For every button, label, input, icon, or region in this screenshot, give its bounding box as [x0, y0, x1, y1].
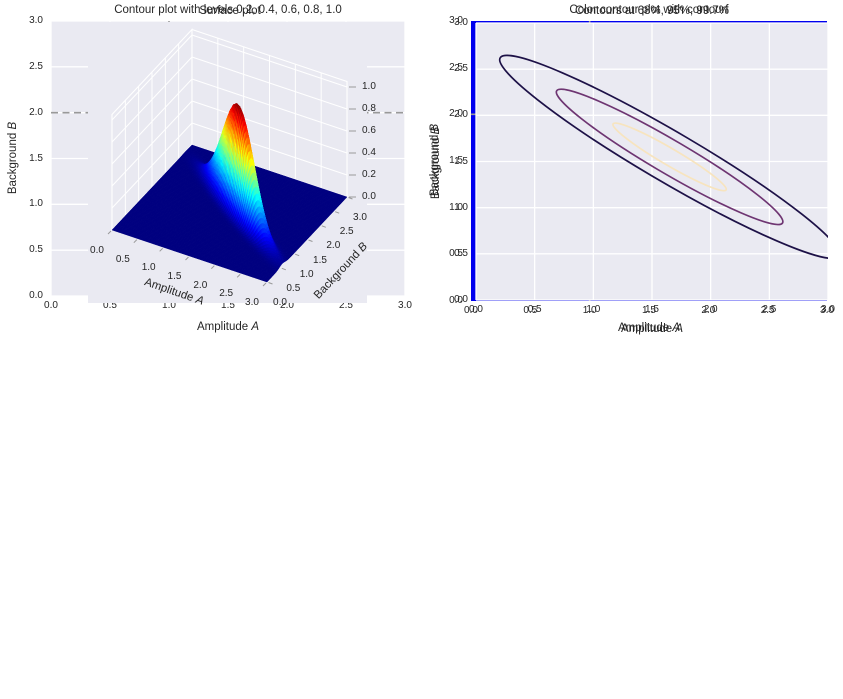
x-tick-label-3d: 2.5: [219, 288, 234, 300]
x-axis-label-text: Amplitude: [617, 322, 670, 334]
y-tick-label: 1.5: [449, 155, 463, 166]
y-tick-label-3d: 2.5: [339, 226, 354, 238]
subplot-title: Surface plot: [199, 5, 261, 17]
x-tick-label: 1.0: [586, 304, 601, 315]
y-axis-label-variable: B: [430, 126, 442, 135]
y-tick-label: 2.5: [449, 61, 463, 73]
y-tick-label: 0.0: [454, 294, 468, 305]
y-tick-label: 3.0: [449, 15, 463, 26]
x-tick-label-3d: 1.5: [167, 271, 182, 282]
x-tick-label: 2.0: [701, 305, 716, 316]
x-tick-label: 2.5: [762, 304, 777, 315]
y-tick-label: 1.5: [454, 155, 468, 167]
y-tick-label: 0.0: [449, 295, 463, 306]
subplot-title: Contours at 68%, 95%, 99.7%: [574, 5, 730, 17]
z-tick-label-3d: 0.2: [362, 169, 376, 180]
subplot-sigma-contours: Contours at 68%, 95%, 99.7% Amplitude A …: [421, 0, 843, 349]
y-tick-label-3d: 0.5: [286, 282, 301, 294]
y-axis-label-text: Background: [430, 137, 442, 200]
x-axis-label: Amplitude A: [618, 322, 680, 334]
y-tick-label-3d: 1.0: [299, 268, 314, 280]
subplot-title: Color contour plot with contourf: [569, 4, 729, 16]
surface-3d-canvas: [0, 0, 421, 349]
x-axis-label: Amplitude A: [621, 323, 683, 335]
x-tick-label-3d: 2.0: [193, 279, 208, 291]
x-axis-label-text: Amplitude: [620, 323, 673, 335]
z-tick-label-3d: 0.4: [362, 147, 376, 158]
y-tick-label: 1.0: [449, 201, 463, 213]
y-tick-label: 2.0: [454, 109, 468, 121]
x-tick-label-3d: 1.0: [141, 262, 156, 274]
y-tick-label: 3.0: [454, 17, 468, 28]
z-tick-label-3d: 0.8: [362, 103, 376, 114]
x-tick-label: 3.0: [820, 305, 834, 316]
z-tick-label-3d: 0.0: [362, 191, 376, 202]
contour-line: [545, 78, 794, 236]
x-tick-label-3d: 3.0: [245, 297, 259, 308]
contour-line: [483, 38, 843, 275]
x-tick-label: 0.0: [464, 305, 478, 316]
x-axis-label-variable: A: [672, 322, 681, 334]
y-tick-label-3d: 2.0: [326, 240, 341, 252]
x-tick-label: 0.5: [523, 305, 538, 316]
y-tick-label-3d: 1.5: [313, 254, 327, 266]
x-axis-label-variable: A: [675, 323, 684, 335]
subplot-surface-3d: Surface plot Amplitude A Background B 0.…: [0, 0, 421, 349]
y-tick-label: 0.5: [449, 248, 463, 260]
x-tick-label: 2.5: [760, 305, 775, 316]
x-tick-label: 1.5: [645, 304, 659, 315]
x-tick-label: 1.0: [582, 305, 597, 316]
contour-plot: [475, 22, 843, 301]
y-tick-label-3d: 0.0: [273, 297, 287, 308]
x-tick-label: 1.5: [642, 305, 656, 316]
y-tick-label: 2.5: [454, 63, 468, 75]
x-tick-label: 0.5: [527, 304, 542, 315]
contour-line: [607, 117, 732, 196]
z-tick-label-3d: 0.6: [362, 125, 376, 136]
x-tick-label-3d: 0.5: [115, 253, 130, 265]
x-tick-label-3d: 0.0: [90, 245, 104, 256]
y-tick-label: 0.5: [454, 247, 468, 259]
x-tick-label: 2.0: [703, 304, 718, 315]
x-tick-label: 0.0: [469, 304, 483, 315]
y-tick-label: 2.0: [449, 108, 463, 120]
y-tick-label: 1.0: [454, 201, 468, 213]
z-tick-label-3d: 1.0: [362, 81, 376, 92]
y-tick-label-3d: 3.0: [353, 212, 367, 223]
x-tick-label: 3.0: [821, 304, 835, 315]
